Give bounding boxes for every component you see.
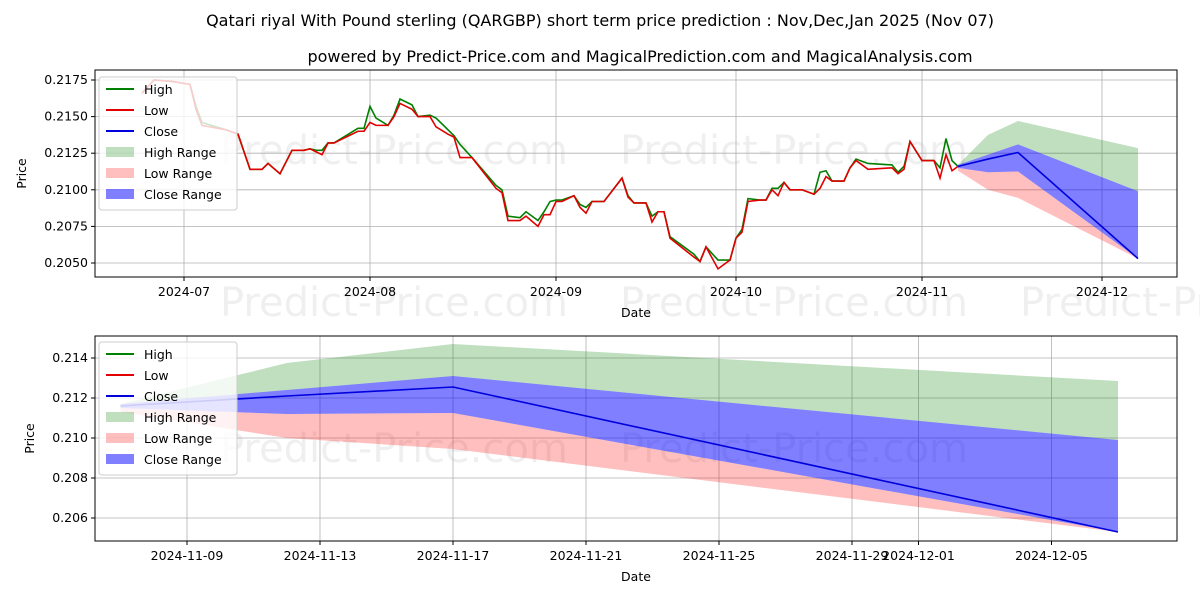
- x-tick-label: 2024-12: [1076, 284, 1128, 299]
- y-tick-label: 0.2075: [44, 218, 88, 233]
- low-line: [141, 79, 959, 271]
- close-range-area: [958, 144, 1138, 259]
- x-tick-label: 2024-12-05: [1015, 548, 1088, 563]
- legend-label: Close: [144, 124, 178, 139]
- y-tick-label: 0.210: [52, 430, 88, 445]
- legend-label: Low Range: [144, 166, 213, 181]
- x-tick-label: 2024-11-13: [284, 548, 357, 563]
- x-tick-label: 2024-11: [896, 284, 948, 299]
- x-axis-label: Date: [621, 569, 651, 584]
- watermark: Predict-Price.com: [620, 280, 968, 326]
- low-range-area: [120, 408, 1118, 532]
- top-chart: Predict-Price.com Predict-Price.com Predic…: [14, 69, 1200, 326]
- legend-label: Close: [144, 389, 178, 404]
- plot-frame: [94, 69, 1178, 278]
- y-tick-label: 0.2100: [44, 182, 88, 197]
- close-range-area: [120, 376, 1118, 532]
- y-tick-label: 0.2175: [44, 72, 88, 87]
- legend-label: Close Range: [144, 187, 222, 202]
- y-tick-label: 0.214: [52, 350, 88, 365]
- legend-label: High Range: [144, 145, 217, 160]
- y-tick-label: 0.212: [52, 390, 88, 405]
- x-tick-label: 2024-11-17: [417, 548, 490, 563]
- x-tick-label: 2024-11-09: [151, 548, 224, 563]
- y-tick-label: 0.2125: [44, 145, 88, 160]
- legend-swatch-low-range: [106, 433, 134, 443]
- bottom-chart: Predict-Price.comPredict-Price.com0.2060…: [22, 335, 1178, 584]
- y-tick-label: 0.206: [52, 510, 88, 525]
- x-tick-label: 2024-11-25: [683, 548, 756, 563]
- legend-swatch-low-range: [106, 168, 134, 178]
- x-tick-label: 2024-07: [158, 284, 210, 299]
- legend-label: Low Range: [144, 431, 213, 446]
- x-tick-label: 2024-10: [710, 284, 762, 299]
- y-tick-label: 0.208: [52, 470, 88, 485]
- legend-label: Low: [144, 103, 169, 118]
- watermark: Predict-Price.com: [620, 128, 968, 174]
- x-tick-label: 2024-12-01: [882, 548, 955, 563]
- watermark: Predict-Price.com: [220, 128, 568, 174]
- legend-label: Low: [144, 368, 169, 383]
- x-tick-label: 2024-11-29: [816, 548, 889, 563]
- high-range-area: [958, 120, 1138, 192]
- chart-subtitle: powered by Predict-Price.com and Magical…: [307, 47, 972, 66]
- legend-swatch-close-range: [106, 454, 134, 464]
- chart-title: Qatari riyal With Pound sterling (QARGBP…: [206, 11, 994, 30]
- x-tick-label: 2024-11-21: [550, 548, 623, 563]
- x-tick-label: 2024-09: [530, 284, 582, 299]
- watermark: Predict-Price.com: [220, 426, 568, 472]
- legend-swatch-high-range: [106, 147, 134, 157]
- low-range-area: [958, 167, 1138, 259]
- legend-label: High: [144, 82, 173, 97]
- watermark: Predict-Price.com: [1020, 280, 1200, 326]
- legend-swatch-high-range: [106, 412, 134, 422]
- plot-area: [95, 70, 1177, 277]
- y-axis-label: Price: [14, 158, 29, 189]
- x-tick-label: 2024-08: [344, 284, 396, 299]
- close-line: [957, 151, 1139, 260]
- y-tick-label: 0.2150: [44, 109, 88, 124]
- legend-label: High Range: [144, 410, 217, 425]
- watermark: Predict-Price.com: [220, 280, 568, 326]
- legend-label: Close Range: [144, 452, 222, 467]
- y-tick-label: 0.2050: [44, 255, 88, 270]
- plot-frame: [94, 335, 1178, 542]
- x-axis-label: Date: [621, 305, 651, 320]
- legend-swatch-close-range: [106, 189, 134, 199]
- y-axis-label: Price: [22, 423, 37, 454]
- legend-label: High: [144, 347, 173, 362]
